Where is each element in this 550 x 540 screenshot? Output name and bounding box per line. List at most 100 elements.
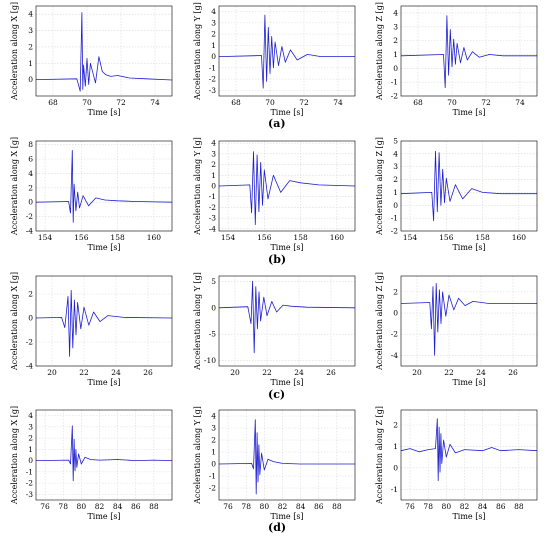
y-tick-label: -3 [209, 214, 217, 223]
y-tick-label: -4 [391, 351, 399, 360]
x-axis-label: Time [s] [87, 512, 120, 521]
y-tick-label: 3 [28, 422, 33, 431]
x-tick-label: 86 [314, 502, 324, 511]
plot-area [36, 141, 172, 231]
x-tick-label: 74 [333, 98, 343, 107]
chart-7: 20 22 24 26 -4 -2 0 2 Time [s] Acceleration along… [10, 272, 173, 387]
chart-8: 20 22 24 26 -10 -5 0 5 Time [s] Acceleration alon… [193, 272, 356, 387]
x-tick-label: 70 [82, 98, 92, 107]
x-axis-label: Time [s] [270, 378, 303, 387]
y-tick-label: -2 [209, 75, 217, 84]
panel-label-b: (b) [268, 253, 287, 266]
y-tick-label: 1 [211, 448, 216, 457]
y-tick-label: -1 [209, 63, 216, 72]
x-tick-label: 68 [231, 98, 241, 107]
x-tick-label: 22 [262, 368, 272, 377]
chart-6: 154 156 158 160 -2 -1 0 1 2 3 4 5 Time [s] Accelerati… [375, 137, 538, 252]
x-tick-label: 20 [47, 368, 57, 377]
x-tick-label: 76 [223, 502, 233, 511]
x-tick-label: 82 [278, 502, 288, 511]
y-axis-label: Acceleration along X [g] [10, 406, 19, 505]
y-tick-label: -10 [204, 356, 216, 365]
y-tick-label: 3 [211, 149, 216, 158]
x-tick-label: 74 [150, 98, 160, 107]
y-axis-label: Acceleration along X [g] [10, 137, 19, 236]
y-tick-label: 2 [393, 421, 398, 430]
plot-area [219, 410, 355, 500]
plot-area [401, 6, 537, 96]
x-tick-label: 72 [299, 98, 309, 107]
x-tick-label: 88 [514, 502, 524, 511]
y-tick-label: 1 [211, 171, 216, 180]
x-tick-label: 76 [405, 502, 415, 511]
y-axis-label: Acceleration along Y [g] [193, 272, 202, 371]
plot-area [401, 276, 537, 366]
series-line [218, 151, 356, 226]
x-tick-label: 158 [475, 233, 490, 242]
y-tick-label: 5 [393, 137, 398, 146]
y-tick-label: -4 [209, 224, 217, 233]
x-tick-label: 82 [95, 502, 105, 511]
axes-frame [35, 275, 173, 367]
plot-area [401, 141, 537, 231]
x-tick-label: 70 [265, 98, 275, 107]
y-tick-label: -4 [26, 227, 34, 236]
series-line [218, 419, 355, 495]
y-axis-label: Acceleration along Y [g] [193, 137, 202, 236]
x-tick-label: 74 [515, 98, 525, 107]
x-tick-label: 80 [442, 502, 452, 511]
y-tick-label: 3 [393, 162, 398, 171]
axes-frame [218, 140, 356, 232]
y-tick-label: 1 [393, 50, 398, 59]
x-tick-label: 160 [512, 233, 527, 242]
series-line [218, 280, 356, 354]
y-tick-label: 4 [28, 411, 33, 420]
x-tick-label: 68 [413, 98, 423, 107]
series-line [400, 150, 537, 222]
y-tick-label: 4 [211, 7, 216, 16]
y-tick-label: 0 [393, 309, 398, 318]
x-tick-label: 26 [143, 368, 153, 377]
y-tick-label: 4 [211, 139, 216, 148]
x-tick-label: 78 [423, 502, 433, 511]
y-tick-label: 0 [211, 460, 216, 469]
y-tick-label: -1 [209, 192, 216, 201]
y-tick-label: -3 [209, 86, 217, 95]
x-axis-label: Time [s] [87, 108, 120, 117]
x-tick-label: 68 [48, 98, 58, 107]
y-tick-label: 4 [393, 149, 398, 158]
y-tick-label: 2 [28, 183, 33, 192]
y-tick-label: -5 [209, 330, 217, 339]
y-tick-label: -2 [26, 338, 34, 347]
y-axis-label: Acceleration along Z [g] [375, 406, 384, 505]
y-tick-label: 1 [211, 41, 216, 50]
axes-frame [400, 140, 538, 232]
x-tick-label: 156 [74, 233, 89, 242]
y-tick-label: -2 [26, 479, 34, 488]
plot-area [36, 6, 172, 96]
y-tick-label: 0 [211, 52, 216, 61]
chart-10: 76 78 80 82 84 86 88 -3 -2 -1 0 1 2 3 4 Time [s] Acceler… [10, 406, 173, 521]
x-tick-label: 84 [296, 502, 306, 511]
y-tick-label: 3 [28, 26, 33, 35]
x-tick-label: 154 [221, 233, 236, 242]
x-tick-label: 88 [332, 502, 342, 511]
y-tick-label: -2 [26, 212, 34, 221]
chart-4: 154 156 158 160 -4 -2 0 2 4 6 8 Time [s] Acceleratio… [10, 137, 173, 252]
axes-frame [218, 5, 356, 97]
y-tick-label: -2 [391, 330, 399, 339]
x-tick-label: 76 [40, 502, 50, 511]
x-tick-label: 22 [444, 368, 454, 377]
y-tick-label: 2 [211, 160, 216, 169]
chart-1: 68 70 72 74 0 1 2 3 4 Time [s] Acceleration along … [10, 2, 173, 117]
y-tick-label: 0 [28, 75, 33, 84]
x-axis-label: Time [s] [270, 108, 303, 117]
x-tick-label: 84 [478, 502, 488, 511]
axes-frame [35, 5, 173, 97]
x-axis-label: Time [s] [87, 378, 120, 387]
panel-label-a: (a) [268, 117, 286, 130]
x-tick-label: 72 [116, 98, 126, 107]
y-tick-label: 0 [28, 314, 33, 323]
y-tick-label: -4 [26, 362, 34, 371]
series-line [35, 289, 173, 357]
